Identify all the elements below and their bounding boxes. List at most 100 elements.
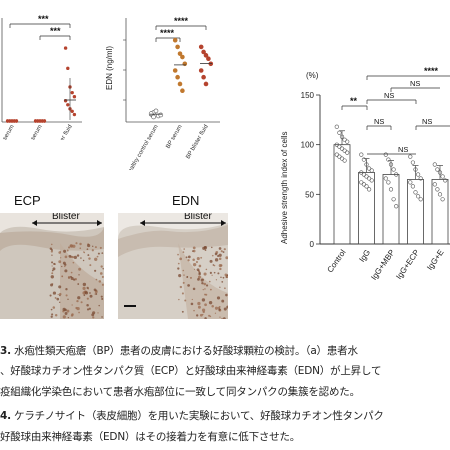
ecp-sig-1: *** bbox=[38, 14, 49, 24]
stain-speck bbox=[94, 257, 98, 261]
edn-point bbox=[198, 44, 204, 50]
ecp-tissue-svg bbox=[0, 213, 104, 319]
stain-speck bbox=[209, 288, 212, 291]
stain-speck bbox=[99, 246, 102, 249]
stain-speck bbox=[78, 267, 82, 271]
stain-speck bbox=[99, 272, 103, 275]
edn-xlabel-bp-serum: BP serum bbox=[165, 124, 183, 150]
edn-point bbox=[198, 68, 204, 73]
edn-dot-plot: EDN (ng/ml) **** **** Healthy control se… bbox=[105, 16, 220, 170]
stain-speck bbox=[71, 255, 74, 259]
adhesion-point bbox=[366, 187, 372, 192]
edn-ihc-image: Blister bbox=[118, 213, 228, 319]
stain-speck bbox=[223, 307, 227, 311]
edn-point bbox=[203, 81, 209, 87]
adhesion-point bbox=[440, 197, 445, 202]
stain-speck bbox=[222, 251, 225, 254]
adhesion-ytick-label: 150 bbox=[301, 91, 315, 100]
stain-speck bbox=[181, 310, 184, 313]
edn-point bbox=[153, 108, 159, 114]
stain-speck bbox=[195, 260, 199, 264]
adhesion-point bbox=[369, 178, 374, 183]
stain-speck bbox=[98, 304, 100, 307]
stain-speck bbox=[67, 298, 69, 301]
adhesion-xlabel: IgG+E bbox=[425, 248, 446, 272]
stain-speck bbox=[181, 292, 184, 295]
edn-point bbox=[151, 114, 156, 120]
stain-speck bbox=[86, 303, 89, 307]
stain-speck bbox=[79, 247, 82, 250]
stain-speck bbox=[219, 267, 222, 271]
stain-speck bbox=[178, 274, 182, 278]
stain-speck bbox=[221, 317, 223, 319]
stain-speck bbox=[208, 300, 213, 305]
stain-speck bbox=[72, 244, 76, 248]
sig-ecp-edn: NS bbox=[422, 117, 432, 126]
stain-speck bbox=[218, 257, 222, 260]
stain-speck bbox=[226, 305, 228, 309]
caption-text-4: ケラチノサイト（表皮細胞）を用いた実験において、好酸球カチオン性タンパク bbox=[10, 410, 384, 422]
edn-image-title: EDN bbox=[172, 193, 200, 208]
adhesion-point bbox=[364, 162, 369, 167]
stain-speck bbox=[58, 285, 62, 289]
stain-speck bbox=[223, 248, 226, 251]
stain-speck bbox=[204, 288, 206, 290]
stain-speck bbox=[52, 291, 57, 295]
ecp-point bbox=[63, 99, 68, 103]
stain-speck bbox=[204, 317, 207, 319]
stain-speck bbox=[77, 283, 80, 285]
adhesion-point bbox=[394, 204, 399, 209]
stain-speck bbox=[67, 316, 70, 319]
stain-speck bbox=[205, 268, 208, 271]
stain-speck bbox=[219, 286, 221, 288]
adhesion-point bbox=[440, 174, 445, 179]
stain-speck bbox=[100, 295, 103, 298]
stain-speck bbox=[54, 314, 58, 317]
stain-speck bbox=[102, 268, 104, 270]
adhesion-point bbox=[413, 190, 418, 195]
stain-speck bbox=[62, 261, 66, 265]
adhesion-point bbox=[337, 154, 342, 159]
stain-speck bbox=[91, 249, 94, 252]
stain-speck bbox=[197, 277, 200, 281]
stain-speck bbox=[61, 265, 63, 268]
stain-speck bbox=[200, 256, 203, 259]
adhesion-point bbox=[391, 197, 396, 202]
stain-speck bbox=[101, 252, 104, 254]
adhesion-point bbox=[388, 187, 394, 192]
stain-speck bbox=[197, 301, 201, 306]
adhesion-ytick-label: 100 bbox=[301, 141, 315, 150]
stain-speck bbox=[202, 310, 205, 314]
stain-speck bbox=[222, 317, 226, 319]
stain-speck bbox=[204, 303, 207, 307]
adhesion-point bbox=[432, 162, 437, 167]
adhesion-point bbox=[359, 170, 364, 175]
sig-igg-mbp: NS bbox=[374, 117, 384, 126]
adhesion-point bbox=[386, 180, 391, 185]
stain-speck bbox=[58, 260, 62, 264]
adhesion-point bbox=[369, 168, 374, 173]
ecp-point bbox=[66, 66, 70, 71]
stain-speck bbox=[87, 254, 90, 256]
stain-speck bbox=[192, 249, 196, 253]
adhesion-point bbox=[361, 172, 366, 177]
stain-speck bbox=[218, 253, 222, 257]
stain-speck bbox=[51, 254, 53, 256]
ecp-point bbox=[66, 103, 70, 107]
adhesion-point bbox=[334, 142, 339, 147]
ecp-point bbox=[63, 46, 68, 50]
stain-speck bbox=[189, 276, 192, 279]
adhesion-xlabel: IgG+MBP bbox=[369, 248, 396, 282]
stain-speck bbox=[51, 261, 54, 264]
stain-speck bbox=[78, 311, 80, 314]
stain-speck bbox=[82, 259, 85, 262]
stain-speck bbox=[58, 301, 61, 304]
adhesion-point bbox=[361, 182, 366, 187]
stain-speck bbox=[89, 264, 92, 267]
stain-speck bbox=[95, 293, 98, 295]
stain-speck bbox=[182, 269, 185, 272]
edn-point bbox=[177, 81, 183, 87]
edn-point bbox=[175, 74, 180, 80]
ecp-xlabel-bp-serum: BP serum bbox=[25, 124, 43, 140]
stain-speck bbox=[203, 272, 207, 276]
